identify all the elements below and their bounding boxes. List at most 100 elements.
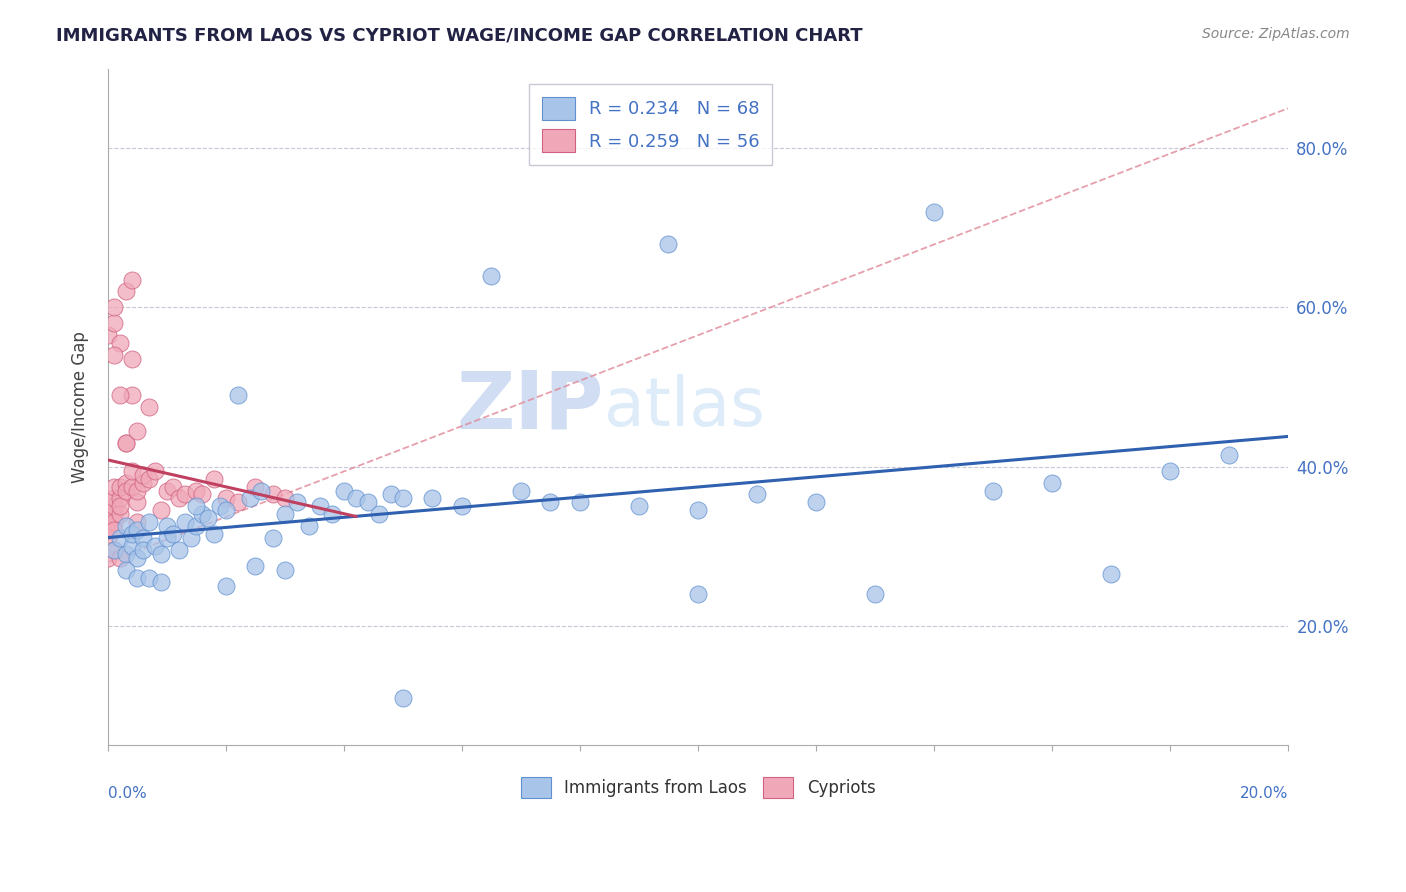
Point — [108, 500, 131, 514]
Point — [657, 236, 679, 251]
Point — [510, 483, 533, 498]
Point — [103, 500, 125, 514]
Point — [173, 487, 195, 501]
Point — [686, 587, 709, 601]
Point — [197, 511, 219, 525]
Point — [745, 487, 768, 501]
Point — [245, 559, 267, 574]
Point — [209, 500, 232, 514]
Point — [215, 491, 238, 506]
Point — [97, 516, 120, 530]
Point — [108, 531, 131, 545]
Point — [103, 348, 125, 362]
Point — [103, 543, 125, 558]
Point — [173, 516, 195, 530]
Point — [150, 503, 173, 517]
Point — [103, 524, 125, 538]
Point — [121, 527, 143, 541]
Point — [114, 519, 136, 533]
Point — [114, 483, 136, 498]
Point — [103, 516, 125, 530]
Point — [127, 571, 149, 585]
Point — [103, 543, 125, 558]
Point — [127, 551, 149, 566]
Legend: Immigrants from Laos, Cypriots: Immigrants from Laos, Cypriots — [515, 770, 882, 805]
Point — [127, 524, 149, 538]
Point — [150, 575, 173, 590]
Point — [804, 495, 827, 509]
Point — [392, 491, 415, 506]
Point — [132, 475, 155, 490]
Point — [103, 479, 125, 493]
Point — [380, 487, 402, 501]
Point — [108, 336, 131, 351]
Point — [1040, 475, 1063, 490]
Point — [167, 491, 190, 506]
Point — [239, 491, 262, 506]
Point — [250, 483, 273, 498]
Point — [186, 519, 208, 533]
Point — [162, 527, 184, 541]
Point — [138, 571, 160, 585]
Point — [156, 531, 179, 545]
Point — [138, 400, 160, 414]
Point — [922, 204, 945, 219]
Point — [121, 388, 143, 402]
Point — [333, 483, 356, 498]
Point — [1218, 448, 1240, 462]
Point — [627, 500, 650, 514]
Point — [321, 508, 343, 522]
Point — [686, 503, 709, 517]
Point — [138, 516, 160, 530]
Point — [226, 495, 249, 509]
Point — [97, 524, 120, 538]
Text: 20.0%: 20.0% — [1240, 786, 1288, 801]
Point — [108, 479, 131, 493]
Point — [981, 483, 1004, 498]
Point — [114, 563, 136, 577]
Point — [143, 464, 166, 478]
Point — [127, 424, 149, 438]
Y-axis label: Wage/Income Gap: Wage/Income Gap — [72, 331, 89, 483]
Point — [103, 491, 125, 506]
Point — [114, 475, 136, 490]
Point — [127, 483, 149, 498]
Point — [186, 500, 208, 514]
Point — [368, 508, 391, 522]
Text: Source: ZipAtlas.com: Source: ZipAtlas.com — [1202, 27, 1350, 41]
Point — [103, 301, 125, 315]
Point — [481, 268, 503, 283]
Point — [215, 579, 238, 593]
Point — [121, 479, 143, 493]
Point — [121, 539, 143, 553]
Point — [162, 479, 184, 493]
Point — [108, 388, 131, 402]
Point — [274, 508, 297, 522]
Point — [180, 531, 202, 545]
Point — [97, 531, 120, 545]
Point — [114, 285, 136, 299]
Point — [191, 487, 214, 501]
Point — [569, 495, 592, 509]
Point — [108, 491, 131, 506]
Point — [191, 508, 214, 522]
Text: 0.0%: 0.0% — [108, 786, 146, 801]
Point — [356, 495, 378, 509]
Point — [156, 483, 179, 498]
Point — [150, 547, 173, 561]
Point — [863, 587, 886, 601]
Point — [226, 388, 249, 402]
Point — [132, 467, 155, 482]
Point — [156, 519, 179, 533]
Point — [245, 479, 267, 493]
Point — [132, 531, 155, 545]
Point — [1099, 567, 1122, 582]
Point — [143, 539, 166, 553]
Point — [103, 508, 125, 522]
Point — [186, 483, 208, 498]
Text: atlas: atlas — [603, 374, 765, 440]
Point — [97, 495, 120, 509]
Text: IMMIGRANTS FROM LAOS VS CYPRIOT WAGE/INCOME GAP CORRELATION CHART: IMMIGRANTS FROM LAOS VS CYPRIOT WAGE/INC… — [56, 27, 863, 45]
Text: ZIP: ZIP — [457, 368, 603, 446]
Point — [274, 563, 297, 577]
